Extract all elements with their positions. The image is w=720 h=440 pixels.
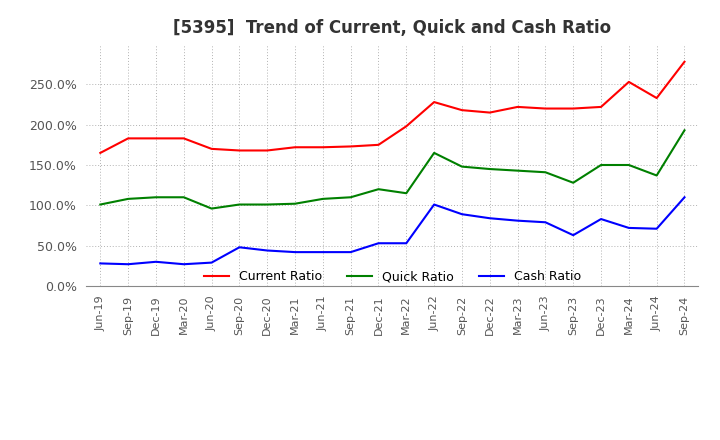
Quick Ratio xyxy=(179,194,188,200)
Cash Ratio xyxy=(680,194,689,200)
Cash Ratio xyxy=(152,259,161,264)
Quick Ratio xyxy=(235,202,243,207)
Quick Ratio xyxy=(318,196,327,202)
Quick Ratio xyxy=(541,169,550,175)
Quick Ratio xyxy=(124,196,132,202)
Cash Ratio xyxy=(235,245,243,250)
Current Ratio xyxy=(624,79,633,84)
Current Ratio xyxy=(458,107,467,113)
Cash Ratio xyxy=(624,225,633,231)
Quick Ratio xyxy=(374,187,383,192)
Line: Current Ratio: Current Ratio xyxy=(100,62,685,153)
Cash Ratio xyxy=(430,202,438,207)
Current Ratio xyxy=(207,146,216,151)
Cash Ratio xyxy=(541,220,550,225)
Cash Ratio xyxy=(652,226,661,231)
Cash Ratio xyxy=(346,249,355,255)
Current Ratio xyxy=(152,136,161,141)
Current Ratio xyxy=(597,104,606,110)
Cash Ratio xyxy=(485,216,494,221)
Quick Ratio xyxy=(402,191,410,196)
Quick Ratio xyxy=(263,202,271,207)
Cash Ratio xyxy=(374,241,383,246)
Current Ratio xyxy=(513,104,522,110)
Current Ratio xyxy=(346,144,355,149)
Current Ratio xyxy=(569,106,577,111)
Cash Ratio xyxy=(263,248,271,253)
Quick Ratio xyxy=(680,128,689,133)
Quick Ratio xyxy=(597,162,606,168)
Cash Ratio xyxy=(458,212,467,217)
Quick Ratio xyxy=(624,162,633,168)
Quick Ratio xyxy=(458,164,467,169)
Current Ratio xyxy=(402,124,410,129)
Current Ratio xyxy=(179,136,188,141)
Cash Ratio xyxy=(402,241,410,246)
Current Ratio xyxy=(124,136,132,141)
Quick Ratio xyxy=(569,180,577,185)
Current Ratio xyxy=(235,148,243,153)
Current Ratio xyxy=(485,110,494,115)
Quick Ratio xyxy=(652,173,661,178)
Cash Ratio xyxy=(513,218,522,223)
Quick Ratio xyxy=(291,201,300,206)
Quick Ratio xyxy=(513,168,522,173)
Cash Ratio xyxy=(124,261,132,267)
Quick Ratio xyxy=(152,194,161,200)
Current Ratio xyxy=(318,145,327,150)
Cash Ratio xyxy=(569,232,577,238)
Current Ratio xyxy=(291,145,300,150)
Current Ratio xyxy=(263,148,271,153)
Quick Ratio xyxy=(346,194,355,200)
Cash Ratio xyxy=(179,261,188,267)
Quick Ratio xyxy=(485,166,494,172)
Cash Ratio xyxy=(291,249,300,255)
Cash Ratio xyxy=(96,261,104,266)
Cash Ratio xyxy=(207,260,216,265)
Current Ratio xyxy=(96,150,104,156)
Current Ratio xyxy=(430,99,438,105)
Cash Ratio xyxy=(597,216,606,222)
Line: Cash Ratio: Cash Ratio xyxy=(100,197,685,264)
Quick Ratio xyxy=(430,150,438,156)
Current Ratio xyxy=(680,59,689,64)
Current Ratio xyxy=(374,142,383,147)
Current Ratio xyxy=(541,106,550,111)
Legend: Current Ratio, Quick Ratio, Cash Ratio: Current Ratio, Quick Ratio, Cash Ratio xyxy=(199,265,586,289)
Cash Ratio xyxy=(318,249,327,255)
Quick Ratio xyxy=(96,202,104,207)
Current Ratio xyxy=(652,95,661,101)
Quick Ratio xyxy=(207,206,216,211)
Line: Quick Ratio: Quick Ratio xyxy=(100,130,685,209)
Title: [5395]  Trend of Current, Quick and Cash Ratio: [5395] Trend of Current, Quick and Cash … xyxy=(174,19,611,37)
